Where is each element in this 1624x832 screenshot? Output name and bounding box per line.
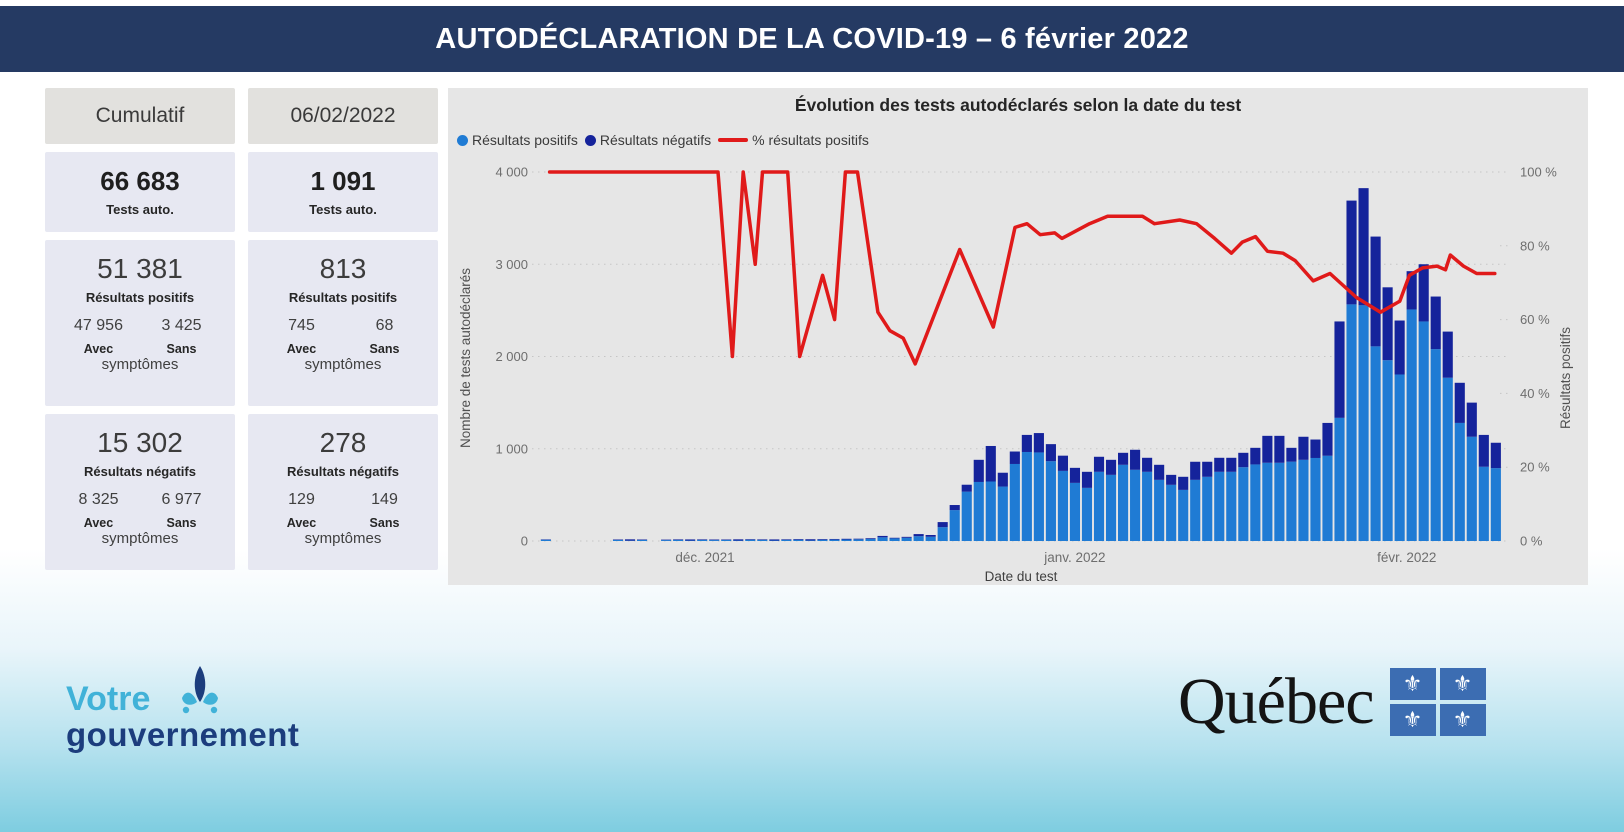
tests-value: 66 683 [100,166,180,196]
svg-text:40 %: 40 % [1520,386,1550,401]
svg-text:1 000: 1 000 [495,441,528,456]
symptomes-label: symptômes [101,356,179,373]
svg-text:Date du test: Date du test [985,569,1058,584]
sans-label: Sans [166,516,197,530]
negatifs-avec-value: 129 [288,491,315,508]
symptomes-label: symptômes [304,356,382,373]
symptomes-label: symptômes [101,530,179,547]
flag-quarter-fleur: ⚜ [1439,704,1486,736]
negatifs-label: Résultats négatifs [287,464,399,479]
tests-value: 1 091 [310,166,376,196]
chart-title: Évolution des tests autodéclarés selon l… [794,95,1242,115]
positifs-label: Résultats positifs [288,290,398,305]
avec-label: Avec [83,342,114,356]
avec-label: Avec [286,516,317,530]
sans-label: Sans [369,342,400,356]
sans-label: Sans [166,342,197,356]
legend-item-positifs: Résultats positifs [457,132,578,148]
tests-chart: 0 1 000 2 000 3 000 4 000 0 % 20 % 40 % 60 % 80 %… [458,165,1573,585]
positifs-avec-value: 745 [288,317,315,334]
negatifs-sans-value: 6 977 [161,491,202,508]
positifs-sans-value: 3 425 [161,317,202,334]
svg-text:Résultats positifs: Résultats positifs [1558,327,1573,429]
negatifs-label: Résultats négatifs [84,464,196,479]
negatifs-box: 278 Résultats négatifs 129 149 Avec Sans… [248,414,438,570]
tests-box: 1 091 Tests auto. [248,152,438,232]
tests-label: Tests auto. [106,202,174,217]
column-header-date: 06/02/2022 [248,88,438,144]
negatifs-value: 15 302 [97,427,183,458]
svg-text:janv. 2022: janv. 2022 [1043,550,1105,565]
positifs-value: 813 [319,253,367,284]
positifs-box: 813 Résultats positifs 745 68 Avec Sans … [248,240,438,406]
svg-text:100 %: 100 % [1520,165,1557,180]
fleur-de-lys-icon [182,666,219,714]
svg-text:80 %: 80 % [1520,238,1550,253]
quebec-flag-icon: ⚜ ⚜ ⚜ ⚜ [1389,668,1486,736]
legend-item-negatifs: Résultats négatifs [584,132,711,148]
logo-text-gouvernement: gouvernement [66,716,300,753]
negatifs-box: 15 302 Résultats négatifs 8 325 6 977 Av… [45,414,235,570]
svg-text:2 000: 2 000 [495,349,528,364]
positifs-dot-icon [457,134,468,146]
symptomes-label: symptômes [304,530,382,547]
flag-quarter-fleur: ⚜ [1439,668,1486,700]
svg-text:Nombre de tests autodéclarés: Nombre de tests autodéclarés [458,268,473,448]
svg-text:20 %: 20 % [1520,460,1550,475]
avec-label: Avec [83,516,114,530]
legend-item-pct-positifs: % résultats positifs [718,132,869,148]
svg-text:60 %: 60 % [1520,312,1550,327]
positifs-label: Résultats positifs [85,290,195,305]
tests-label: Tests auto. [309,202,377,217]
negatifs-avec-value: 8 325 [78,491,119,508]
negatifs-dot-icon [584,134,596,146]
votre-gouvernement-logo: Votre gouvernement [66,664,366,754]
avec-label: Avec [286,342,317,356]
positifs-box: 51 381 Résultats positifs 47 956 3 425 A… [45,240,235,406]
quebec-wordmark: Québec [1178,665,1375,738]
negatifs-value: 278 [319,427,367,458]
positifs-avec-value: 47 956 [74,317,123,334]
chart-panel: 0 1 000 2 000 3 000 4 000 0 % 20 % 40 % 60 % 80 %… [448,88,1588,585]
svg-text:0 %: 0 % [1520,534,1543,549]
column-header-cumulatif: Cumulatif [45,88,235,144]
positifs-sans-value: 68 [375,317,394,334]
stats-column-cumulatif: Cumulatif 66 683 Tests auto. 51 381 Résu… [45,88,235,570]
svg-text:déc. 2021: déc. 2021 [675,550,734,565]
svg-text:3 000: 3 000 [495,257,528,272]
red-line-icon [718,138,749,142]
tests-box: 66 683 Tests auto. [45,152,235,232]
page-title: AUTODÉCLARATION DE LA COVID-19 – 6 févri… [435,22,1189,55]
chart-legend: Résultats positifs Résultats négatifs % … [457,132,869,148]
flag-quarter-fleur: ⚜ [1389,704,1436,736]
logo-text-votre: Votre [66,680,151,718]
svg-text:4 000: 4 000 [495,165,528,180]
quebec-logo: Québec ⚜ ⚜ ⚜ ⚜ [1178,664,1486,740]
header-bar: AUTODÉCLARATION DE LA COVID-19 – 6 févri… [0,6,1624,72]
stats-panel: Cumulatif 66 683 Tests auto. 51 381 Résu… [45,88,438,570]
negatifs-sans-value: 149 [371,491,398,508]
svg-text:0: 0 [521,534,528,549]
flag-quarter-fleur: ⚜ [1389,668,1436,700]
sans-label: Sans [369,516,400,530]
positifs-value: 51 381 [97,253,183,284]
stats-column-today: 06/02/2022 1 091 Tests auto. 813 Résulta… [248,88,438,570]
svg-text:févr. 2022: févr. 2022 [1377,550,1436,565]
